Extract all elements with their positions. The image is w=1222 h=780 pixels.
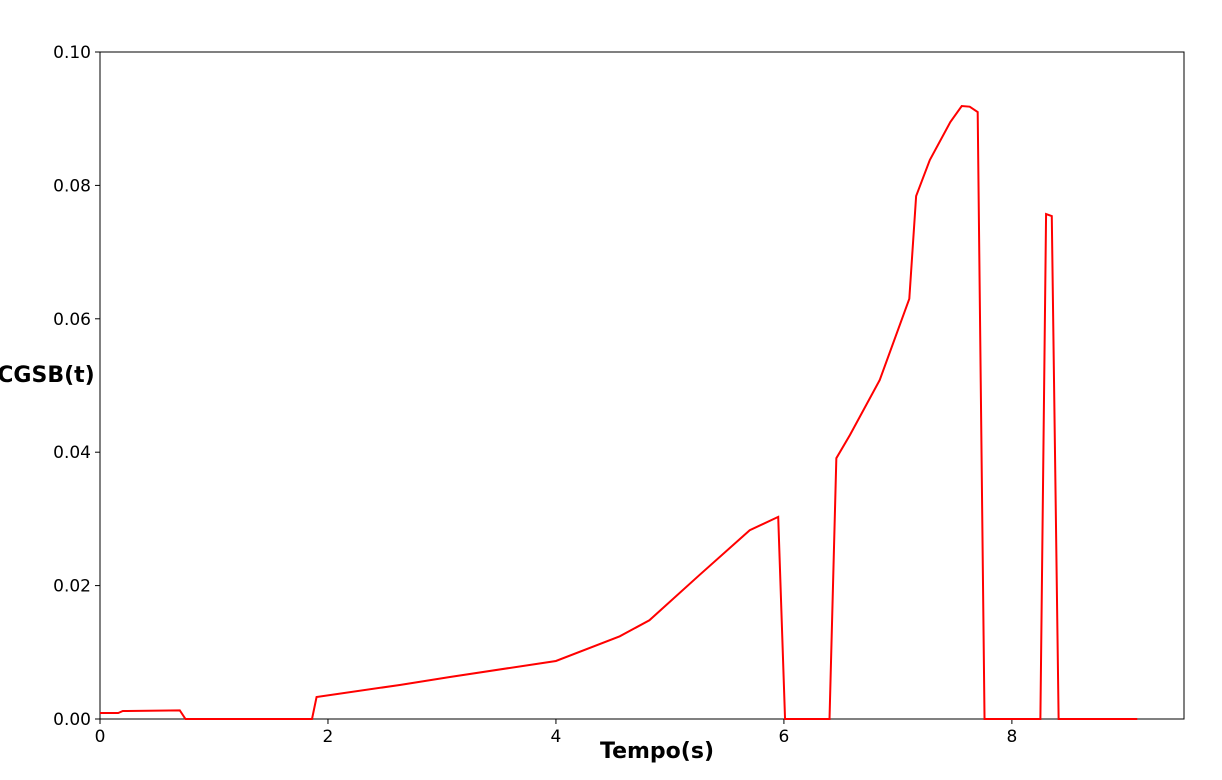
x-tick-label: 4 xyxy=(551,727,562,747)
y-tick-label: 0.00 xyxy=(53,710,91,730)
y-tick-label: 0.02 xyxy=(53,577,91,597)
data-line xyxy=(100,104,1138,720)
y-tick-label: 0.08 xyxy=(53,176,91,196)
x-tick-label: 8 xyxy=(1006,727,1017,747)
y-tick-label: 0.06 xyxy=(53,310,91,330)
y-tick-label: 0.10 xyxy=(53,43,91,63)
plot-frame xyxy=(99,51,1185,720)
x-tick-label: 0 xyxy=(95,727,106,747)
x-axis-label: Tempo(s) xyxy=(600,739,714,764)
y-axis-label: CGSB(t) xyxy=(0,363,95,388)
y-tick-label: 0.04 xyxy=(53,443,91,463)
x-tick-label: 2 xyxy=(323,727,334,747)
x-tick-label: 6 xyxy=(778,727,789,747)
